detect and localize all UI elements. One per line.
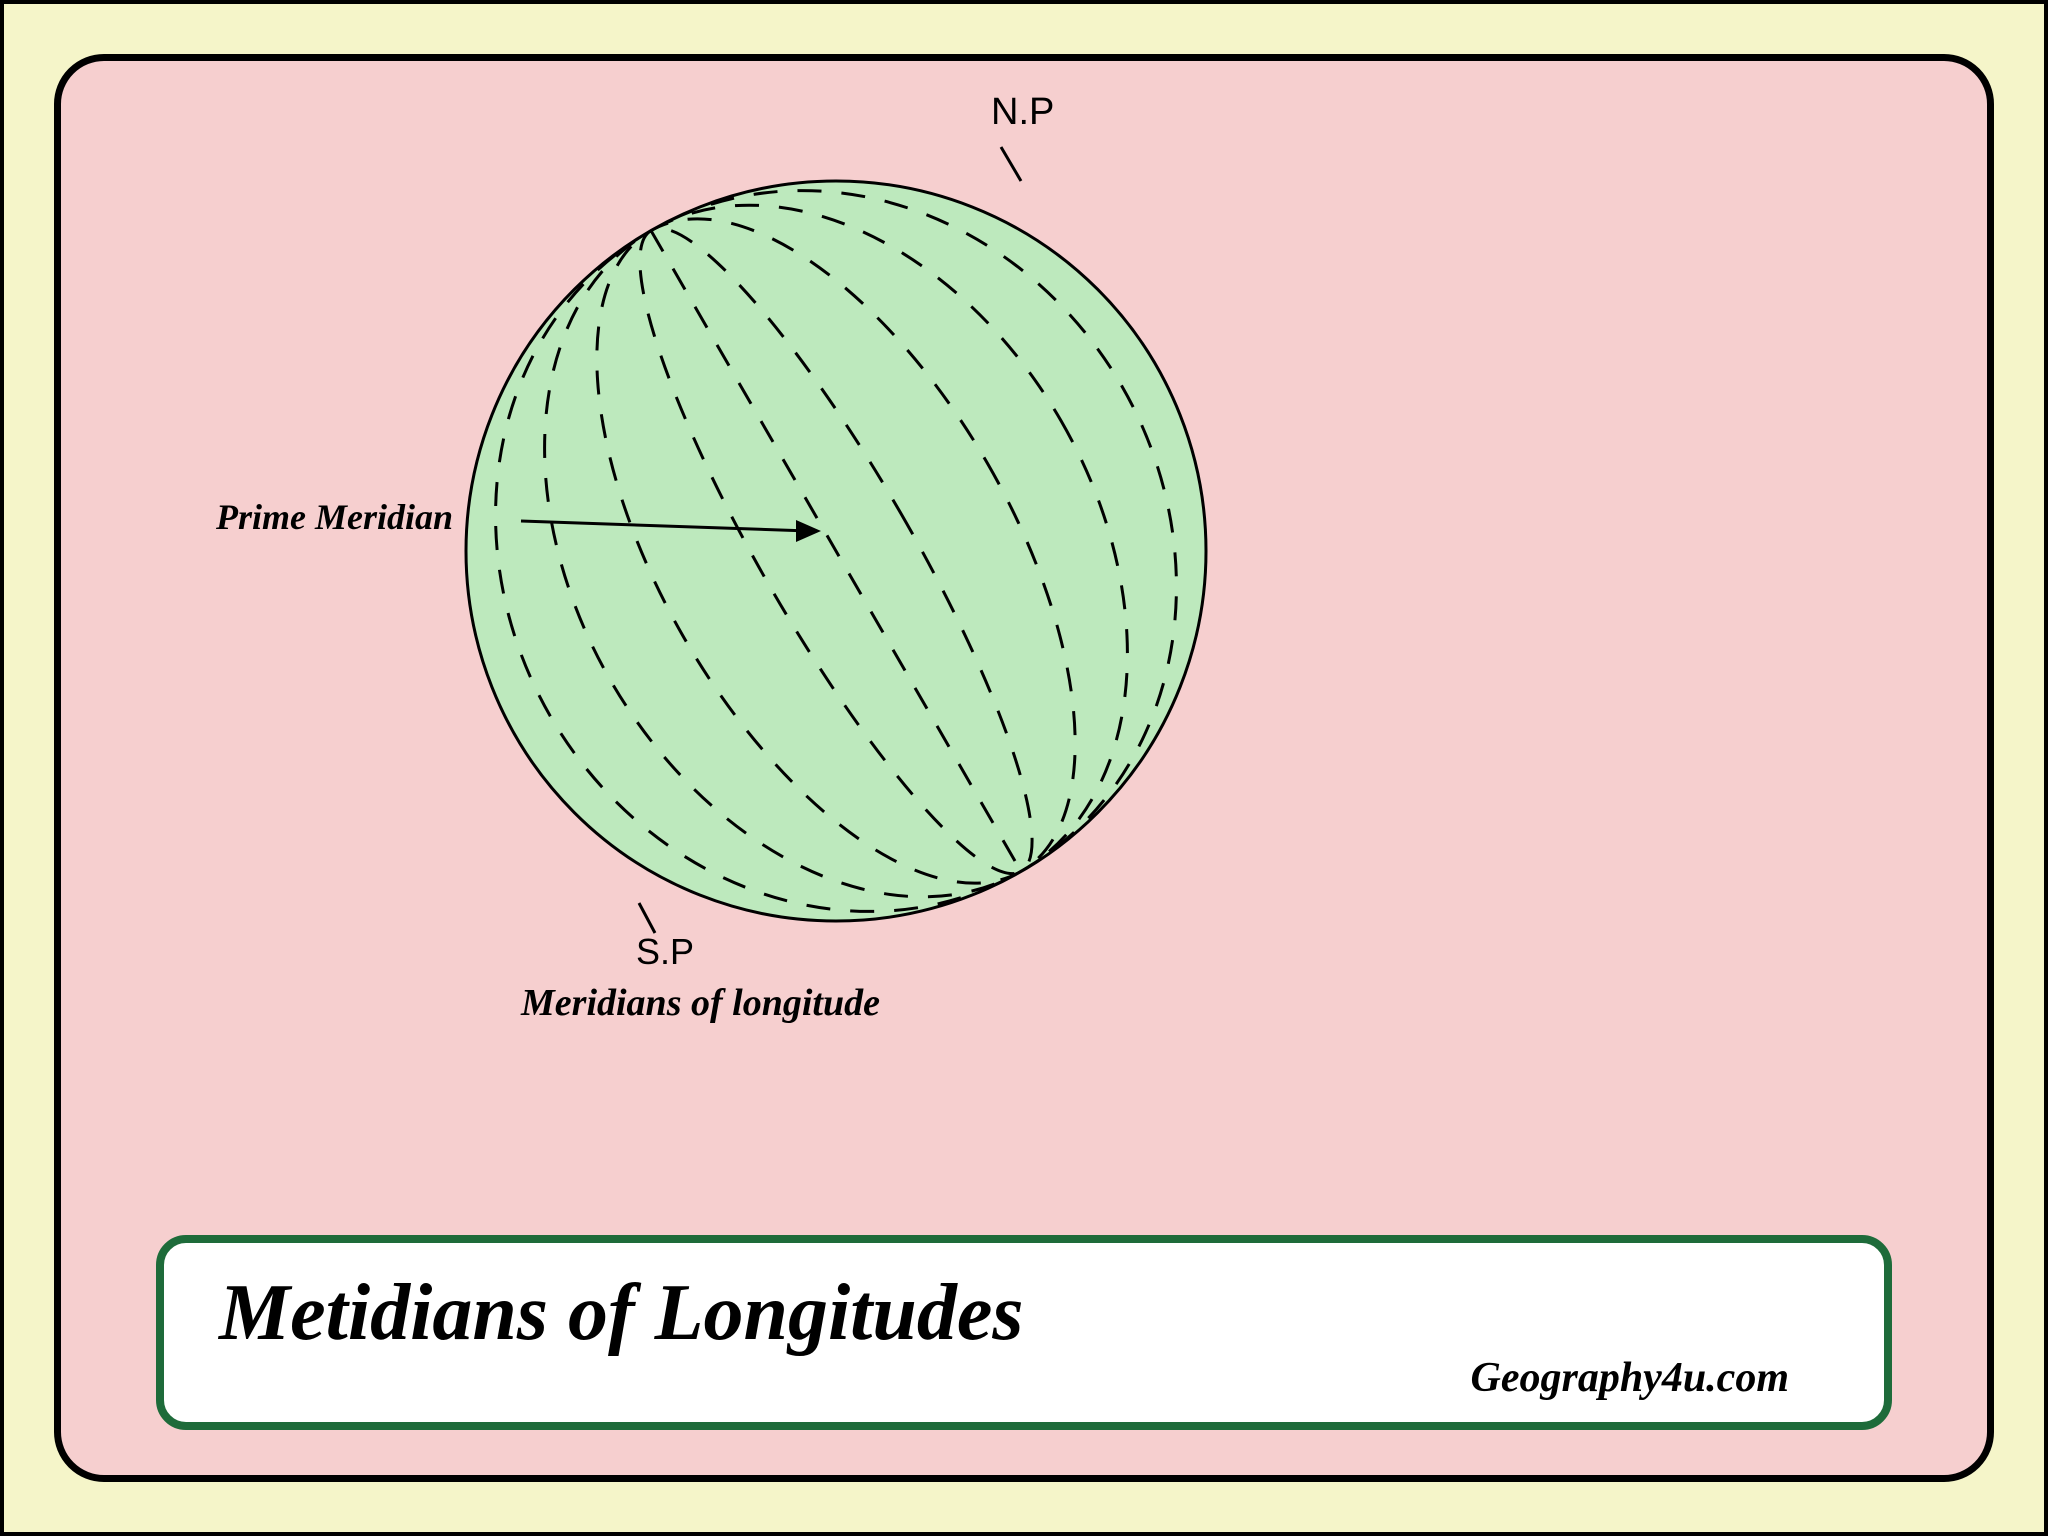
diagram-frame: Prime Meridian N.P S.P Meridians of long… xyxy=(54,54,1994,1482)
north-pole-tick xyxy=(1001,147,1021,181)
diagram-title: Metidians of Longitudes xyxy=(219,1268,1829,1359)
north-pole-label: N.P xyxy=(991,91,1054,134)
diagram-caption: Meridians of longitude xyxy=(521,981,880,1025)
south-pole-tick xyxy=(639,903,655,933)
title-box: Metidians of Longitudes Geography4u.com xyxy=(156,1235,1892,1430)
source-credit: Geography4u.com xyxy=(219,1354,1789,1402)
south-pole-label: S.P xyxy=(636,931,694,973)
prime-meridian-label: Prime Meridian xyxy=(216,496,453,538)
globe-diagram xyxy=(61,61,2001,1061)
